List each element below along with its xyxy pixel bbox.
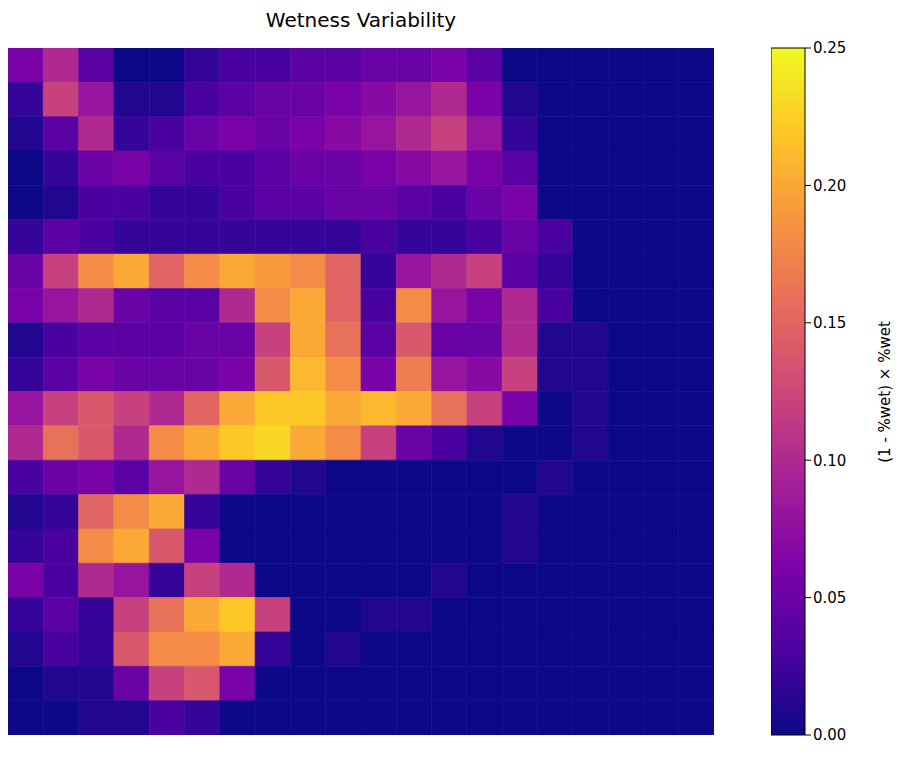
svg-text:0.25: 0.25 [813, 39, 846, 57]
svg-text:0.00: 0.00 [813, 726, 846, 744]
svg-text:0.05: 0.05 [813, 589, 846, 607]
svg-text:0.15: 0.15 [813, 314, 846, 332]
html-text:(1 - %wet) × %wet: (1 - %wet) × %wet [876, 320, 894, 463]
svg-text:0.10: 0.10 [813, 452, 846, 470]
html-text:Wetness Variability: Wetness Variability [265, 8, 457, 32]
svg-text:0.20: 0.20 [813, 177, 846, 195]
